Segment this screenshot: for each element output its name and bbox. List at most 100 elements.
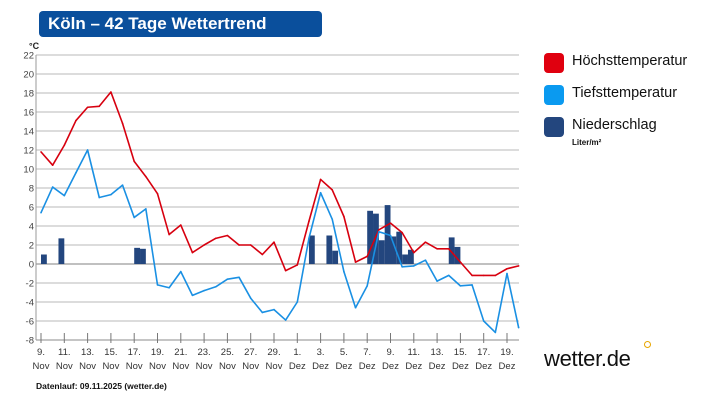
y-tick-label: 8 [29,184,34,195]
high-temp-point [389,222,392,224]
high-temp-point [110,91,112,93]
high-temp-point [156,192,159,195]
high-temp-line [40,91,519,277]
low-temp-point [284,319,287,321]
low-temp-point [331,218,334,221]
low-temp-point [133,216,135,219]
x-tick-month: Dez [405,361,422,372]
high-temp-point [343,215,345,218]
low-temp-point [424,259,427,262]
x-tick-month: Nov [266,361,283,372]
x-tick-month: Nov [219,361,236,372]
high-temp-point [471,274,473,277]
precip-bar [396,231,403,264]
y-tick-label: 2 [29,241,34,252]
precip-bar [448,237,455,264]
x-tick-month: Dez [289,361,306,372]
logo-dot-icon [644,341,651,348]
x-tick-day: 5. [340,347,348,358]
precip-bar [373,213,379,264]
low-temp-point [203,289,205,292]
x-tick-month: Nov [172,361,189,372]
legend-label-high: Höchsttemperatur [572,53,688,69]
low-temp-point [401,266,403,268]
precip-bar [407,249,414,264]
high-temp-point [86,106,89,109]
high-temp-point [40,151,42,153]
x-tick-month: Nov [126,361,143,372]
y-tick-label: 12 [23,146,34,157]
y-tick-label: 20 [23,70,34,81]
low-temp-point [63,194,66,197]
x-tick-day: 21. [174,347,187,358]
high-temp-point [51,164,54,166]
x-tick-day: 17. [477,347,490,358]
low-temp-point [86,149,89,151]
x-tick-month: Nov [33,361,50,372]
high-temp-point [203,244,205,246]
x-tick-day: 3. [317,347,325,358]
x-tick-day: 13. [430,347,443,358]
legend-unit-precip: Liter/m² [572,138,602,147]
high-temp-point [366,255,369,258]
high-temp-point [75,119,77,122]
high-temp-point [261,253,264,256]
low-temp-point [413,265,415,267]
precip-bar [454,246,461,264]
y-tick-label: -4 [26,298,34,309]
high-temp-point [308,220,310,223]
x-tick-day: 1. [293,347,301,358]
high-temp-point [284,269,287,272]
high-temp-point [494,274,497,277]
y-tick-label: 18 [23,89,34,100]
high-temp-point [249,244,252,246]
high-temp-point [63,144,66,147]
low-temp-point [121,184,124,186]
x-tick-month: Nov [56,361,73,372]
x-tick-day: 15. [104,347,117,358]
x-tick-month: Dez [499,361,516,372]
low-temp-point [51,186,54,188]
x-tick-day: 9. [37,347,45,358]
y-axis-unit: °C [29,41,40,51]
legend-swatch-low [544,85,564,105]
x-tick-day: 9. [387,347,395,358]
low-temp-point [389,234,392,237]
high-temp-point [191,251,194,254]
precip-bar [308,235,315,264]
y-tick-label: 0 [29,260,34,271]
x-tick-day: 13. [81,347,94,358]
x-tick-day: 17. [128,347,141,358]
y-tick-label: 4 [29,222,34,233]
x-tick-day: 19. [500,347,513,358]
legend-swatch-high [544,53,564,73]
x-tick-month: Nov [102,361,119,372]
precip-bar [58,238,65,264]
x-tick-month: Nov [196,361,213,372]
x-tick-month: Dez [475,361,492,372]
high-temp-point [506,267,508,270]
low-temp-point [378,230,380,233]
high-temp-point [436,248,438,250]
high-temp-point [378,229,380,231]
y-tick-label: 16 [23,108,34,119]
x-tick-day: 11. [58,347,71,358]
high-temp-point [168,233,170,236]
low-temp-point [308,237,310,240]
low-temp-point [296,301,299,303]
high-temp-point [180,224,182,226]
high-temp-point [98,105,101,108]
x-tick-day: 29. [267,347,280,358]
low-temp-point [459,285,462,287]
y-tick-label: -2 [26,279,34,290]
high-temp-point [273,241,275,243]
high-temp-point [482,274,485,277]
low-temp-line [40,149,520,334]
high-temp-point [238,244,240,246]
precip-bar [134,247,141,264]
data-run-note: Datenlauf: 09.11.2025 (wetter.de) [36,381,167,391]
x-tick-month: Dez [382,361,399,372]
precip-bar [378,240,385,264]
legend-swatch-precip [544,117,564,137]
